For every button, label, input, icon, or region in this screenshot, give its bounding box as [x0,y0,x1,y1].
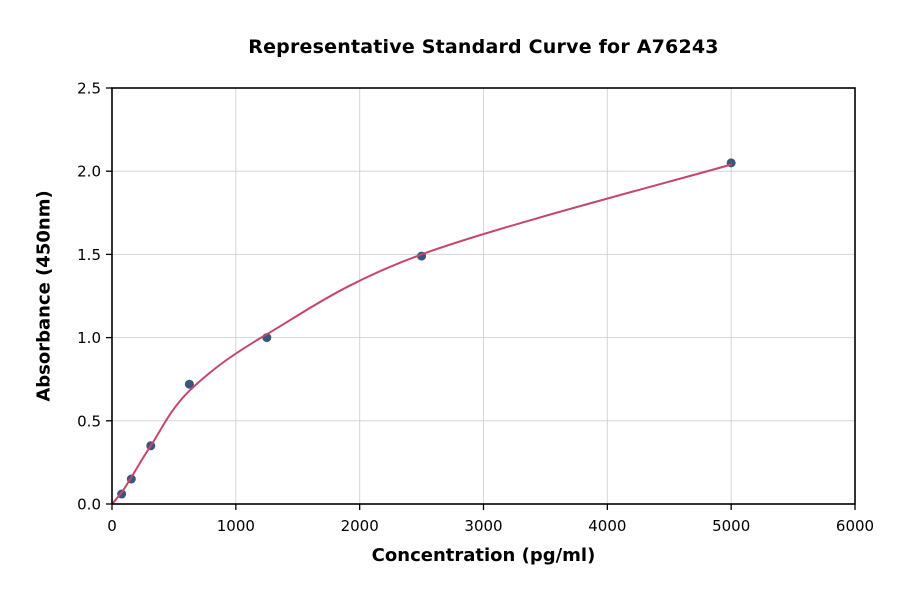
y-tick-label: 2.0 [77,163,101,181]
y-tick-label: 2.5 [77,80,101,98]
x-tick-label: 4000 [588,517,626,535]
x-tick-label: 5000 [712,517,750,535]
x-tick-label: 0 [107,517,117,535]
plot-border [111,87,856,505]
x-tick-label: 2000 [341,517,379,535]
data-point [184,379,194,389]
y-tick-label: 0.0 [77,496,101,514]
x-tick-label: 6000 [836,517,874,535]
fitted-curve [111,163,733,505]
y-tick-label: 1.5 [77,246,101,264]
x-axis-label: Concentration (pg/ml) [371,545,596,566]
y-tick-label: 0.5 [77,412,101,430]
chart-title: Representative Standard Curve for A76243 [248,36,719,58]
y-tick-label: 1.0 [77,329,101,347]
x-tick-label: 3000 [464,517,502,535]
x-tick-label: 1000 [217,517,255,535]
